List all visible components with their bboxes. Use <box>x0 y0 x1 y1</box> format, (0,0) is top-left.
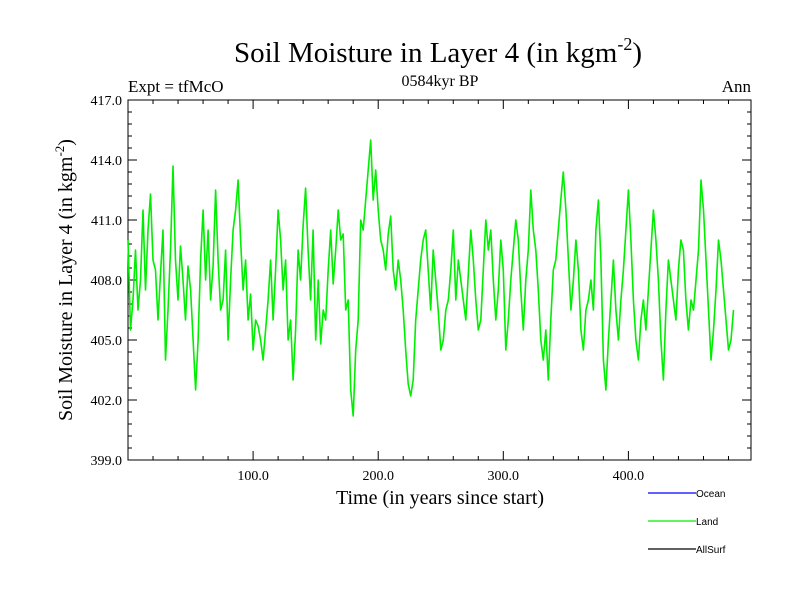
x-tick-label: 300.0 <box>488 469 520 484</box>
y-axis-label: Soil Moisture in Layer 4 (in kgm-2) <box>52 139 77 421</box>
experiment-label: Expt = tfMcO <box>128 77 224 96</box>
y-tick-label: 402.0 <box>91 394 123 409</box>
y-tick-label: 411.0 <box>91 214 122 229</box>
y-tick-label: 405.0 <box>91 334 123 349</box>
chart-title: Soil Moisture in Layer 4 (in kgm-2) <box>234 34 642 69</box>
x-tick-label: 400.0 <box>613 469 645 484</box>
land-series-line <box>127 139 735 417</box>
x-tick-labels: 100.0 200.0 300.0 400.0 <box>237 469 644 484</box>
x-tick-label: 200.0 <box>362 469 394 484</box>
legend: Ocean Land AllSurf <box>648 489 726 556</box>
x-axis-label: Time (in years since start) <box>336 487 544 509</box>
y-tick-labels: 399.0 402.0 405.0 408.0 411.0 414.0 417.0 <box>91 94 123 469</box>
x-tick-label: 100.0 <box>237 469 269 484</box>
y-tick-label: 408.0 <box>91 274 123 289</box>
y-tick-label: 399.0 <box>91 454 123 469</box>
period-label: 0584kyr BP <box>402 73 479 90</box>
season-label: Ann <box>722 77 752 96</box>
legend-label-allsurf: AllSurf <box>696 545 726 556</box>
legend-label-ocean: Ocean <box>696 489 725 500</box>
plot-frame <box>127 99 752 461</box>
y-tick-label: 414.0 <box>91 154 123 169</box>
legend-label-land: Land <box>696 517 718 528</box>
axis-ticks <box>128 99 751 461</box>
y-tick-label: 417.0 <box>91 94 123 109</box>
